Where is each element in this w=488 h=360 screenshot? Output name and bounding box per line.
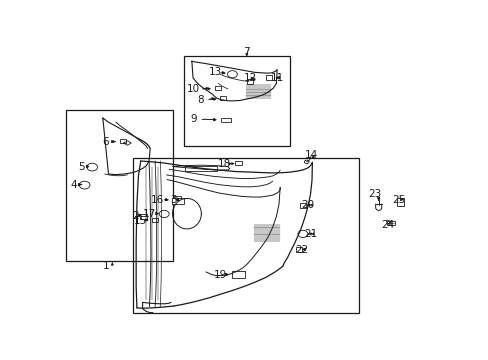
Text: 11: 11: [271, 73, 284, 83]
Circle shape: [227, 71, 237, 78]
Text: 20: 20: [301, 201, 314, 210]
Bar: [232, 271, 244, 278]
Bar: [174, 197, 181, 202]
Text: 13: 13: [209, 67, 222, 77]
Text: 14: 14: [304, 150, 317, 161]
Text: 8: 8: [197, 95, 203, 105]
Bar: [172, 198, 183, 204]
Circle shape: [79, 181, 90, 189]
Bar: [140, 214, 147, 219]
Bar: [184, 56, 290, 146]
Text: 6: 6: [102, 136, 109, 147]
Bar: [235, 161, 241, 166]
Text: 22: 22: [295, 245, 308, 255]
Bar: [386, 221, 394, 225]
Bar: [120, 139, 126, 143]
Bar: [152, 218, 158, 222]
Circle shape: [297, 230, 307, 238]
Circle shape: [87, 163, 97, 171]
Text: 24: 24: [381, 220, 394, 230]
Text: 25: 25: [391, 195, 404, 205]
Text: 10: 10: [187, 84, 200, 94]
Bar: [65, 110, 173, 261]
Text: 4: 4: [70, 180, 77, 190]
Text: 9: 9: [190, 114, 197, 125]
Text: 16: 16: [151, 195, 164, 205]
Bar: [133, 158, 358, 314]
FancyArrowPatch shape: [377, 198, 379, 200]
Text: 19: 19: [213, 270, 226, 280]
Text: 7: 7: [243, 46, 250, 57]
Bar: [185, 166, 217, 171]
Text: 23: 23: [367, 189, 381, 199]
Bar: [220, 96, 226, 100]
Bar: [265, 75, 271, 80]
Text: 2: 2: [132, 211, 139, 221]
Text: 15: 15: [133, 216, 146, 226]
Text: 3: 3: [170, 195, 176, 205]
Bar: [215, 86, 221, 90]
Bar: [246, 79, 252, 84]
Text: 18: 18: [217, 159, 230, 169]
Text: 12: 12: [244, 73, 257, 83]
Text: 17: 17: [142, 209, 155, 219]
Bar: [299, 203, 305, 208]
Circle shape: [159, 210, 169, 217]
Bar: [220, 118, 231, 122]
Text: 5: 5: [79, 162, 85, 172]
Circle shape: [304, 160, 308, 163]
Text: 1: 1: [102, 261, 109, 271]
Bar: [296, 247, 302, 252]
Bar: [396, 198, 403, 206]
Text: 21: 21: [303, 229, 316, 239]
